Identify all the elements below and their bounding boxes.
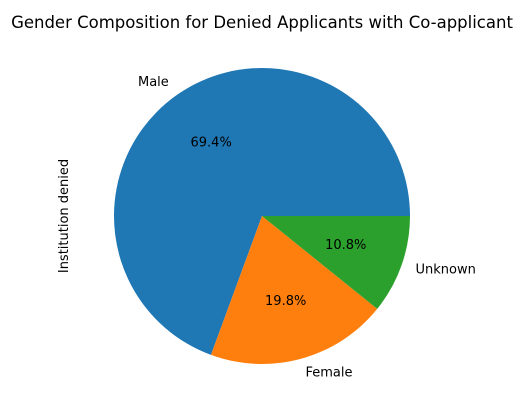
pie-slice-female	[210, 216, 378, 364]
slice-label-female: Female	[305, 365, 352, 380]
slice-percent-male: 69.4%	[191, 136, 232, 151]
pie-labels: Male 69.4% Female 19.8% Unknown 10.8%	[138, 75, 476, 380]
pie-slice-unknown	[262, 216, 410, 309]
chart-title: Gender Composition for Denied Applicants…	[11, 13, 513, 32]
pie-slice-male	[114, 68, 411, 355]
pie-slices	[114, 68, 411, 364]
y-axis-label: Institution denied	[57, 159, 72, 273]
slice-label-unknown: Unknown	[416, 263, 476, 278]
slice-label-male: Male	[138, 75, 169, 90]
slice-percent-female: 19.8%	[265, 294, 306, 309]
slice-percent-unknown: 10.8%	[325, 238, 366, 253]
